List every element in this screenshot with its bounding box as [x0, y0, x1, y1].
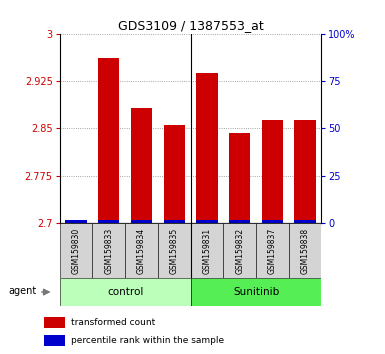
- Bar: [44, 335, 65, 346]
- Bar: [295, 120, 316, 223]
- Text: GSM159834: GSM159834: [137, 227, 146, 274]
- Bar: [289, 223, 321, 278]
- Text: GSM159830: GSM159830: [72, 227, 80, 274]
- Text: GSM159832: GSM159832: [235, 227, 244, 274]
- Bar: [223, 223, 256, 278]
- Bar: [262, 219, 283, 223]
- Text: percentile rank within the sample: percentile rank within the sample: [72, 336, 224, 345]
- Bar: [196, 73, 218, 223]
- Bar: [256, 223, 289, 278]
- Bar: [125, 223, 158, 278]
- Bar: [164, 219, 185, 223]
- Bar: [196, 219, 218, 223]
- Text: GSM159835: GSM159835: [170, 227, 179, 274]
- Bar: [44, 317, 65, 328]
- Bar: [164, 125, 185, 223]
- Text: GSM159831: GSM159831: [203, 227, 211, 274]
- Text: GSM159838: GSM159838: [301, 227, 310, 274]
- Text: control: control: [107, 287, 143, 297]
- Bar: [131, 219, 152, 223]
- Bar: [65, 219, 87, 223]
- Text: agent: agent: [8, 286, 37, 296]
- Bar: [98, 58, 119, 223]
- Bar: [131, 108, 152, 223]
- Text: GSM159833: GSM159833: [104, 227, 113, 274]
- Bar: [158, 223, 191, 278]
- Bar: [65, 222, 87, 223]
- Bar: [60, 278, 191, 306]
- Bar: [262, 120, 283, 223]
- Title: GDS3109 / 1387553_at: GDS3109 / 1387553_at: [118, 19, 263, 33]
- Bar: [60, 223, 92, 278]
- Bar: [98, 219, 119, 223]
- Text: transformed count: transformed count: [72, 318, 156, 327]
- Bar: [191, 278, 321, 306]
- Bar: [295, 219, 316, 223]
- Text: Sunitinib: Sunitinib: [233, 287, 279, 297]
- Text: GSM159837: GSM159837: [268, 227, 277, 274]
- Bar: [92, 223, 125, 278]
- Bar: [229, 133, 250, 223]
- Bar: [229, 219, 250, 223]
- Bar: [191, 223, 223, 278]
